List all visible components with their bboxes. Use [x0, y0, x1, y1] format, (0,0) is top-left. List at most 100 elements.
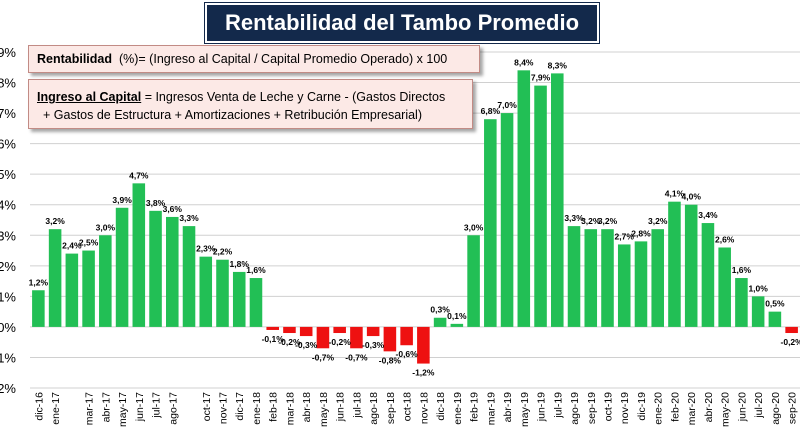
data-label: -0,7% — [312, 352, 335, 362]
bar — [400, 326, 413, 346]
formula-rentabilidad: Rentabilidad (%)= (Ingreso al Capital / … — [28, 45, 480, 73]
y-tick-label: 9% — [0, 45, 16, 60]
x-tick-label: may-20 — [720, 392, 732, 427]
data-label: 2,5% — [79, 238, 99, 248]
data-label: 4,7% — [129, 170, 149, 180]
y-tick-label: 0% — [0, 320, 16, 335]
y-tick-label: 2% — [0, 259, 16, 274]
x-tick-label: ago-17 — [167, 392, 179, 425]
x-tick-label: feb-20 — [669, 392, 681, 422]
y-tick-label: 5% — [0, 167, 16, 182]
y-tick-label: -2% — [0, 381, 16, 396]
data-label: -0,6% — [396, 349, 419, 359]
bar — [99, 235, 112, 327]
formula-ingreso-label: Ingreso al Capital — [37, 90, 142, 104]
x-tick-label: feb-18 — [268, 392, 280, 422]
data-label: 8,4% — [514, 57, 534, 67]
data-label: 2,4% — [62, 241, 82, 251]
bar — [718, 247, 731, 327]
bar — [517, 70, 531, 327]
data-label: 4,1% — [665, 189, 685, 199]
bar — [668, 201, 681, 327]
data-label: 1,6% — [732, 265, 752, 275]
x-tick-label: sep-18 — [385, 392, 397, 424]
bar — [48, 229, 62, 327]
data-label: 3,8% — [146, 198, 166, 208]
x-tick-label: oct-19 — [603, 392, 615, 421]
data-label: 7,9% — [531, 73, 551, 83]
bar — [567, 226, 581, 327]
x-tick-label: ene-19 — [452, 392, 464, 425]
x-tick-label: abr-20 — [703, 392, 715, 423]
data-labels: 1,2%3,2%2,4%2,5%3,0%3,9%4,7%3,8%3,6%3,3%… — [29, 57, 800, 377]
x-tick-label: ago-20 — [770, 392, 782, 425]
x-tick-label: jun-17 — [134, 392, 146, 422]
x-tick-label: oct-17 — [201, 392, 213, 421]
bar — [216, 259, 229, 327]
bar — [283, 326, 296, 334]
data-label: 1,2% — [29, 277, 49, 287]
data-label: 3,2% — [598, 216, 618, 226]
x-tick-label: dic-16 — [33, 392, 45, 421]
chart-title: Rentabilidad del Tambo Promedio — [204, 2, 600, 44]
bar — [182, 226, 196, 327]
x-tick-label: jul-19 — [552, 392, 564, 419]
formula-ingreso-capital: Ingreso al Capital = Ingresos Venta de L… — [28, 79, 473, 129]
x-tick-label: feb-19 — [469, 392, 481, 422]
bar — [768, 311, 782, 327]
x-tick-label: abr-19 — [502, 392, 514, 423]
data-label: -0,3% — [295, 340, 318, 350]
bar — [32, 290, 45, 327]
formula-ingreso-line1: = Ingresos Venta de Leche y Carne - (Gas… — [144, 90, 446, 104]
data-label: 0,5% — [765, 299, 785, 309]
bar — [383, 326, 397, 352]
data-label: -1,2% — [412, 368, 435, 378]
bar — [500, 113, 514, 327]
data-label: 3,4% — [698, 210, 718, 220]
bar — [450, 323, 464, 327]
x-tick-label: dic-17 — [234, 392, 246, 421]
x-tick-label: mar-20 — [686, 392, 698, 425]
data-label: 3,2% — [45, 216, 65, 226]
data-label: -0,1% — [262, 334, 285, 344]
formula-ingreso-line2: + Gastos de Estructura + Amortizaciones … — [43, 108, 422, 122]
y-axis-ticks: -2% -1% 0% 1% 2% 3% 4% 5% 6% 7% 8% 9% — [0, 45, 16, 396]
bar — [350, 326, 363, 349]
data-label: 0,1% — [447, 311, 467, 321]
x-tick-label: sep-19 — [586, 392, 598, 424]
bar — [166, 216, 179, 327]
x-tick-label: may-18 — [318, 392, 330, 427]
bar — [551, 73, 564, 327]
x-tick-label: jul-17 — [151, 392, 163, 419]
x-tick-label: ene-18 — [251, 392, 263, 425]
bar — [433, 317, 447, 327]
bar — [316, 326, 330, 349]
data-label: 2,7% — [615, 231, 635, 241]
x-tick-label: mar-18 — [284, 392, 296, 425]
x-tick-label: ene-17 — [50, 392, 62, 425]
y-tick-label: 4% — [0, 198, 16, 213]
data-label: 2,2% — [213, 247, 233, 257]
x-tick-label: jul-20 — [753, 392, 765, 419]
bar — [584, 229, 598, 327]
data-label: 4,0% — [682, 192, 702, 202]
bar — [149, 210, 162, 327]
data-label: 1,8% — [230, 259, 250, 269]
bar — [534, 85, 547, 327]
x-tick-label: jul-18 — [351, 392, 363, 419]
bar — [249, 278, 263, 327]
x-tick-label: jun-20 — [736, 392, 748, 422]
bar — [299, 326, 313, 337]
formula-rentabilidad-text: (%)= (Ingreso al Capital / Capital Prome… — [118, 52, 448, 66]
data-label: -0,2% — [329, 337, 352, 347]
bar — [701, 223, 715, 327]
bar — [115, 207, 129, 327]
bar — [617, 244, 631, 327]
bar — [684, 204, 698, 327]
bar — [199, 256, 213, 327]
data-label: 2,3% — [196, 244, 216, 254]
data-label: 3,3% — [564, 213, 584, 223]
x-tick-label: sep-20 — [787, 392, 799, 424]
bar — [634, 241, 648, 327]
bar — [82, 250, 95, 327]
